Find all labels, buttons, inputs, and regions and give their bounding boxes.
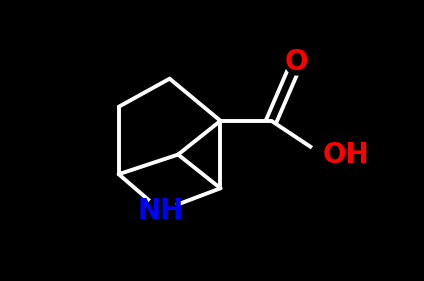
Text: NH: NH bbox=[138, 197, 184, 225]
Text: OH: OH bbox=[322, 140, 369, 169]
Text: O: O bbox=[285, 48, 309, 76]
